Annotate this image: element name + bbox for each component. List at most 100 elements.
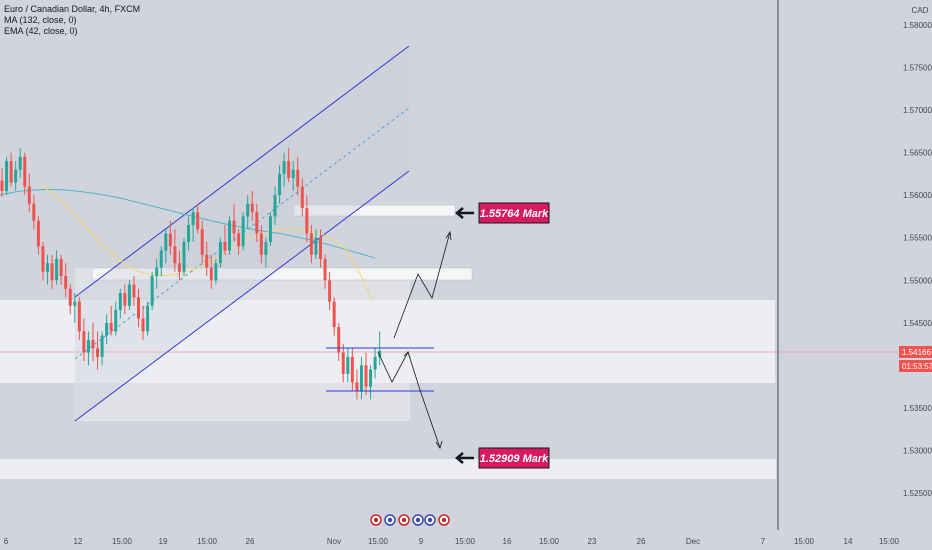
candle-body bbox=[91, 339, 95, 349]
candle-body bbox=[68, 288, 72, 306]
candle-body bbox=[337, 327, 341, 353]
price-axis-background bbox=[898, 0, 932, 550]
candle-body bbox=[268, 216, 272, 242]
candle-body bbox=[305, 207, 309, 234]
time-tick-label: 12 bbox=[74, 537, 83, 546]
price-tick-label: 1.53000 bbox=[903, 446, 932, 455]
candle-body bbox=[18, 156, 22, 170]
event-flag-dot bbox=[387, 517, 393, 523]
candle-body bbox=[50, 263, 54, 281]
candle-body bbox=[164, 233, 168, 251]
time-tick-label: 15:00 bbox=[368, 537, 389, 546]
countdown-tag bbox=[899, 360, 932, 372]
channel-lower-line bbox=[74, 170, 410, 422]
candle-body bbox=[323, 259, 327, 281]
price-tick-label: 1.55500 bbox=[903, 234, 932, 243]
mark-label-text: 1.55764 Mark bbox=[480, 208, 549, 220]
time-tick-label: 15:00 bbox=[539, 537, 560, 546]
candle-body bbox=[177, 263, 181, 272]
candle-body bbox=[137, 297, 140, 319]
time-tick-label: 14 bbox=[844, 537, 853, 546]
time-axis[interactable]: 6 12 15:00 19 15:00 26 Nov 15:00 9 15:00 16 15:00 23… bbox=[4, 537, 900, 546]
legend-symbol: Euro / Canadian Dollar, 4h, FXCM bbox=[4, 4, 141, 14]
channel-upper-line bbox=[74, 45, 410, 298]
candle-body bbox=[273, 195, 277, 217]
candle-body bbox=[0, 180, 4, 191]
candle-body bbox=[200, 229, 204, 255]
price-tick-label: 1.54500 bbox=[903, 319, 932, 328]
candle-body bbox=[373, 356, 377, 370]
candle-body bbox=[9, 161, 13, 183]
price-tick-label: 1.53500 bbox=[903, 404, 932, 413]
candle-body bbox=[296, 169, 300, 187]
candle-body bbox=[355, 382, 359, 391]
channel-mid-line bbox=[74, 107, 410, 360]
candle-body bbox=[369, 369, 373, 387]
candle-body bbox=[82, 331, 86, 353]
candle-body bbox=[168, 233, 172, 247]
candle-body bbox=[291, 169, 295, 179]
candle-body bbox=[96, 348, 100, 357]
candle-body bbox=[214, 263, 218, 281]
time-tick-label: 15:00 bbox=[879, 537, 900, 546]
event-flag-dot bbox=[373, 517, 379, 523]
candle-body bbox=[332, 301, 336, 328]
resistance-zone-lower bbox=[91, 267, 473, 281]
price-tick-label: 1.56500 bbox=[903, 149, 932, 158]
candle-body bbox=[278, 173, 282, 196]
candle-body bbox=[191, 212, 195, 225]
mark-label-box bbox=[478, 202, 550, 224]
legend-ema: EMA (42, close, 0) bbox=[4, 26, 78, 36]
candle-body bbox=[246, 203, 250, 217]
time-tick-label: 15:00 bbox=[112, 537, 133, 546]
candle-body bbox=[319, 237, 322, 259]
candle-body bbox=[255, 212, 259, 234]
event-icons[interactable] bbox=[370, 514, 450, 526]
candle-body bbox=[32, 203, 36, 221]
candle-body bbox=[109, 322, 113, 332]
price-tick-label: 1.55000 bbox=[903, 276, 932, 285]
candle-body bbox=[173, 246, 177, 264]
candle-body bbox=[187, 224, 191, 242]
candle-body bbox=[155, 267, 159, 277]
candle-body bbox=[196, 212, 200, 230]
candle-body bbox=[350, 356, 354, 383]
candlesticks bbox=[0, 148, 382, 400]
price-tick-label: 1.58000 bbox=[903, 21, 932, 30]
time-tick-label: 26 bbox=[246, 537, 255, 546]
event-flag-dot bbox=[441, 517, 447, 523]
target-zone-lower bbox=[0, 459, 776, 479]
candle-body bbox=[364, 365, 368, 387]
chart-legend: Euro / Canadian Dollar, 4h, FXCM MA (132… bbox=[4, 4, 140, 37]
currency-label: CAD bbox=[912, 6, 929, 15]
ema-42-line bbox=[39, 184, 373, 301]
candle-body bbox=[14, 169, 18, 183]
countdown-value: 01:53:57 bbox=[902, 362, 932, 371]
candle-body bbox=[237, 233, 241, 247]
candle-body bbox=[64, 276, 68, 289]
candle-body bbox=[328, 280, 332, 302]
candle-body bbox=[46, 263, 49, 272]
candle-body bbox=[77, 301, 81, 332]
time-tick-label: 15:00 bbox=[794, 537, 815, 546]
time-tick-label: 6 bbox=[4, 537, 9, 546]
candle-body bbox=[23, 156, 27, 187]
candle-body bbox=[5, 161, 9, 191]
candle-body bbox=[241, 216, 245, 247]
candle-body bbox=[127, 284, 131, 306]
legend-ma: MA (132, close, 0) bbox=[4, 15, 77, 25]
price-tick-label: 1.52500 bbox=[903, 489, 932, 498]
candle-body bbox=[146, 305, 150, 332]
price-axis[interactable]: CAD 1.58000 1.57500 1.57000 1.56500 1.56000 1.… bbox=[898, 0, 932, 550]
price-tick-label: 1.57000 bbox=[903, 106, 932, 115]
trade-annotations[interactable]: 1.55764 Mark 1.52909 Mark bbox=[326, 202, 550, 469]
candle-body bbox=[218, 241, 222, 264]
candle-body bbox=[378, 350, 382, 357]
arrowhead-mid bbox=[403, 351, 411, 359]
candle-body bbox=[314, 237, 318, 255]
arrowhead-down bbox=[435, 440, 443, 449]
time-tick-label: 9 bbox=[419, 537, 424, 546]
arrowhead-up bbox=[445, 230, 452, 241]
candle-body bbox=[309, 233, 313, 255]
